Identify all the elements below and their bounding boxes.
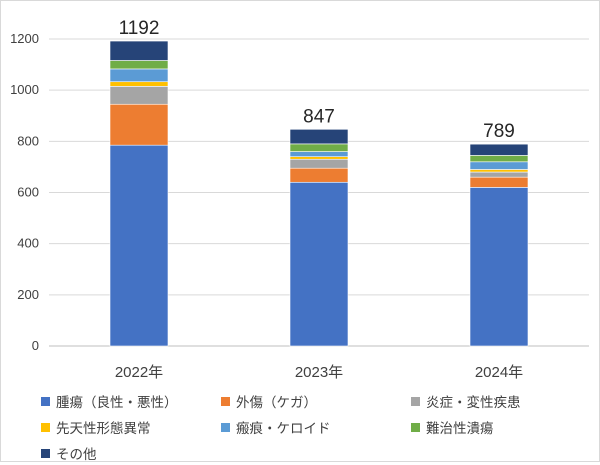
legend-swatch (411, 422, 420, 432)
legend-item: 先天性形態異常 (41, 415, 221, 439)
bar-segment (469, 155, 529, 163)
bar-segment (109, 68, 169, 83)
x-tick-label: 2022年 (115, 364, 163, 381)
bar-segment (109, 86, 169, 105)
bar-segment (469, 169, 529, 173)
bar-segment (289, 156, 349, 160)
bar-segment (109, 144, 169, 347)
bar-segment (289, 151, 349, 157)
bar-segment (109, 60, 169, 70)
legend-label: 瘢痕・ケロイド (236, 421, 331, 437)
bar-segment (469, 187, 529, 347)
bar-segment (289, 181, 349, 347)
legend-item: 腫瘍（良性・悪性） (41, 389, 221, 413)
legend-swatch (41, 396, 50, 406)
chart-legend: 腫瘍（良性・悪性） 外傷（ケガ） 炎症・変性疾患先天性形態異常 瘢痕・ケロイド 難治性潰… (41, 389, 591, 465)
legend-label: 炎症・変性疾患 (426, 395, 521, 411)
legend-swatch (41, 448, 50, 458)
legend-label: 難治性潰瘍 (426, 421, 494, 437)
legend-item: 炎症・変性疾患 (411, 389, 591, 413)
x-tick-label: 2023年 (295, 364, 343, 381)
legend-item: 瘢痕・ケロイド (221, 415, 411, 439)
bar-segment (109, 40, 169, 61)
bar-segment (289, 143, 349, 152)
y-tick-label: 200 (17, 287, 39, 302)
x-tick-label: 2024年 (475, 364, 523, 381)
y-tick-label: 600 (17, 185, 39, 200)
bar-segment (469, 171, 529, 178)
bar-segment (109, 81, 169, 87)
bar-segment (289, 129, 349, 145)
legend-label: 先天性形態異常 (56, 421, 151, 437)
bar-segment (469, 161, 529, 170)
legend-swatch (221, 396, 230, 406)
bar-segment (289, 167, 349, 183)
legend-item: その他 (41, 441, 221, 465)
y-tick-label: 1200 (10, 31, 39, 46)
legend-label: 腫瘍（良性・悪性） (56, 395, 178, 411)
bar-segment (109, 103, 169, 146)
legend-swatch (411, 396, 420, 406)
total-label: 847 (303, 106, 335, 127)
legend-swatch (41, 422, 50, 432)
y-tick-label: 800 (17, 133, 39, 148)
stacked-bar-chart: 0 200 400 600 800 1000 1200 1192 2022年 847 2023年 78… (10, 18, 589, 381)
y-tick-label: 400 (17, 236, 39, 251)
y-tick-label: 0 (32, 338, 39, 353)
total-label: 1192 (119, 18, 160, 39)
legend-label: 外傷（ケガ） (236, 395, 317, 411)
bar-segment (469, 143, 529, 156)
total-label: 789 (483, 121, 515, 142)
legend-label: その他 (56, 447, 97, 463)
legend-item: 外傷（ケガ） (221, 389, 411, 413)
bar-segment (289, 158, 349, 169)
legend-swatch (221, 422, 230, 432)
legend-item: 難治性潰瘍 (411, 415, 591, 439)
y-tick-label: 1000 (10, 82, 39, 97)
bar-segment (469, 176, 529, 188)
